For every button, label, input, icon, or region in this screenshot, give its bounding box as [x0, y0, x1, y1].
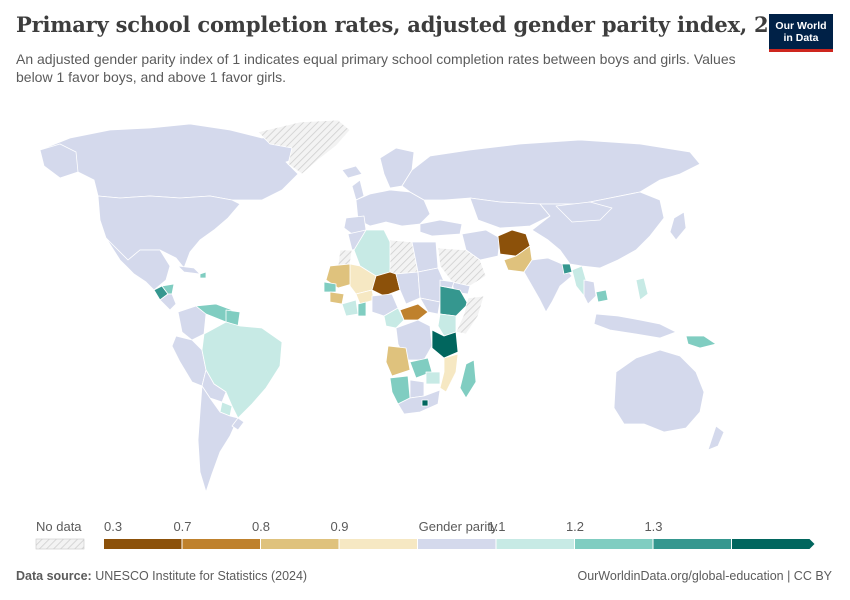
country-western-sahara[interactable] — [337, 249, 353, 267]
data-source-label: Data source: — [16, 569, 92, 583]
country-angola[interactable] — [385, 345, 411, 377]
country-thailand[interactable] — [583, 279, 597, 305]
country-japan[interactable] — [669, 211, 687, 241]
country-botswana[interactable] — [409, 379, 425, 399]
country-india[interactable] — [523, 257, 573, 313]
country-cuba[interactable] — [177, 265, 201, 275]
country-russia[interactable] — [401, 139, 701, 205]
legend-tick-1: 0.7 — [173, 519, 191, 534]
legend-tick-2: 0.8 — [252, 519, 270, 534]
country-south-africa[interactable] — [397, 389, 441, 415]
legend-tick-6: 1.3 — [644, 519, 662, 534]
legend-no-data-swatch[interactable] — [35, 538, 85, 550]
country-nicaragua[interactable] — [159, 293, 177, 311]
country-iceland[interactable] — [341, 165, 363, 179]
legend-tick-3: 0.9 — [330, 519, 348, 534]
country-haiti[interactable] — [199, 271, 207, 279]
country-canada[interactable] — [39, 123, 311, 201]
legend-unit-label: Gender parity — [419, 519, 498, 534]
country-greenland[interactable] — [257, 119, 351, 175]
legend-bin-8[interactable] — [732, 539, 810, 549]
country-eritrea[interactable] — [439, 279, 455, 289]
country-indonesia[interactable] — [593, 313, 677, 339]
legend-bin-4[interactable] — [418, 539, 496, 549]
country-guinea[interactable] — [329, 291, 345, 305]
country-ecuador-peru[interactable] — [171, 335, 207, 387]
country-tanzania[interactable] — [431, 329, 459, 359]
country-europe[interactable] — [355, 189, 431, 227]
country-argentina-chile[interactable] — [197, 385, 239, 493]
color-legend: No data 0.3 0.7 0.8 0.9 1.1 1.2 1.3 Gender par… — [35, 519, 815, 550]
country-uk[interactable] — [351, 179, 365, 201]
country-zimbabwe[interactable] — [425, 371, 441, 385]
legend-ticks: 0.3 0.7 0.8 0.9 1.1 1.2 1.3 — [104, 519, 663, 534]
data-source: Data source: UNESCO Institute for Statis… — [16, 569, 307, 583]
world-map[interactable] — [0, 100, 850, 510]
country-niger[interactable] — [371, 271, 401, 297]
country-uruguay[interactable] — [231, 417, 245, 431]
owid-logo[interactable]: Our World in Data — [769, 14, 833, 52]
legend-tick-5: 1.2 — [566, 519, 584, 534]
country-philippines[interactable] — [635, 277, 649, 301]
country-cameroon[interactable] — [383, 307, 405, 329]
country-papua-new-guinea[interactable] — [685, 335, 717, 349]
country-new-zealand[interactable] — [707, 425, 725, 451]
legend-bin-5[interactable] — [496, 539, 575, 549]
legend-no-data-label: No data — [36, 519, 82, 534]
chart-title: Primary school completion rates, adjuste… — [16, 12, 812, 37]
country-kazakhstan[interactable] — [469, 197, 551, 229]
country-somalia[interactable] — [455, 295, 485, 335]
country-ivory-coast[interactable] — [341, 299, 359, 317]
logo-line-1: Our World — [775, 20, 827, 32]
legend-bin-6[interactable] — [575, 539, 653, 549]
country-senegal[interactable] — [323, 281, 337, 293]
legend-bin-1[interactable] — [182, 539, 261, 549]
country-bangladesh[interactable] — [561, 263, 573, 275]
legend-tick-4: 1.1 — [487, 519, 505, 534]
country-chad[interactable] — [395, 271, 421, 305]
country-cambodia[interactable] — [595, 289, 609, 303]
country-mongolia[interactable] — [555, 201, 613, 223]
legend-bin-0[interactable] — [104, 539, 182, 549]
legend-bin-3[interactable] — [339, 539, 418, 549]
country-central-african-republic[interactable] — [399, 303, 429, 321]
country-mauritania[interactable] — [325, 263, 353, 289]
legend-bins — [104, 539, 815, 549]
country-south-sudan[interactable] — [419, 297, 441, 315]
country-saudi-arabia[interactable] — [437, 247, 487, 287]
source-url[interactable]: OurWorldinData.org/global-education | CC… — [577, 569, 832, 583]
country-lesotho[interactable] — [421, 399, 429, 407]
data-source-text: UNESCO Institute for Statistics (2024) — [95, 569, 308, 583]
country-australia[interactable] — [613, 349, 705, 433]
logo-line-2: in Data — [783, 32, 819, 44]
chart-subtitle: An adjusted gender parity index of 1 ind… — [16, 51, 736, 85]
legend-bin-2[interactable] — [261, 539, 339, 549]
country-mexico[interactable] — [105, 237, 171, 291]
country-mozambique[interactable] — [439, 353, 459, 393]
legend-arrow — [809, 539, 815, 549]
country-alaska-usa[interactable] — [39, 143, 79, 179]
legend-bin-7[interactable] — [653, 539, 732, 549]
legend-tick-0: 0.3 — [104, 519, 122, 534]
country-madagascar[interactable] — [459, 359, 477, 399]
country-ethiopia[interactable] — [439, 285, 469, 317]
country-turkey[interactable] — [419, 219, 463, 237]
country-ghana[interactable] — [357, 301, 367, 317]
